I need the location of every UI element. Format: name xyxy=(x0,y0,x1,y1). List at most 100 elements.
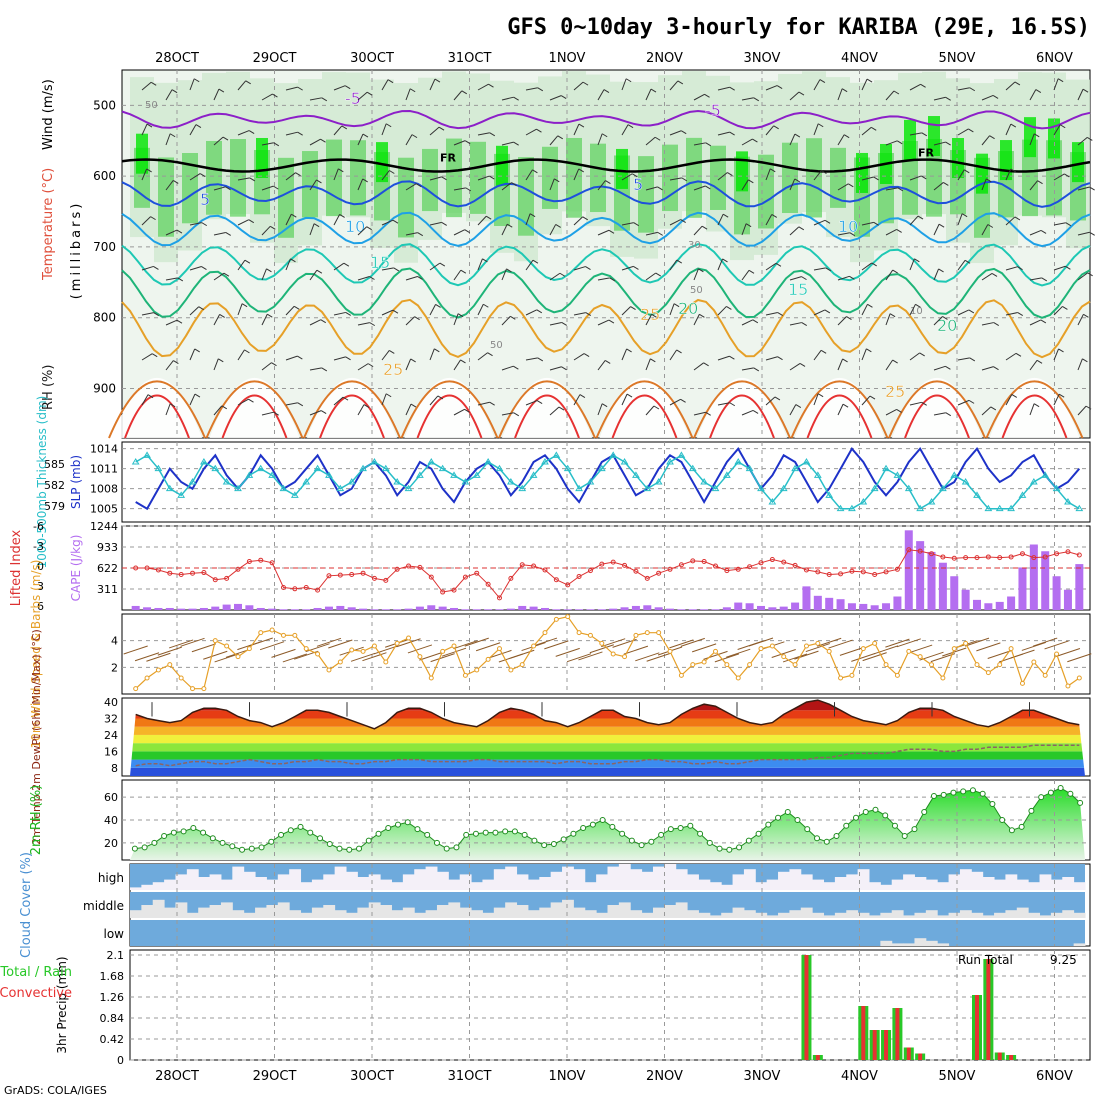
wind-barb-flag xyxy=(897,187,904,192)
wind-barb xyxy=(525,213,531,226)
cape-bar xyxy=(575,609,584,610)
thickness-marker xyxy=(234,484,242,492)
wind-barb xyxy=(141,312,154,316)
thickness-marker xyxy=(984,504,993,512)
precip-tick-label: 0.84 xyxy=(100,1012,125,1025)
precip-tick-label: 2.1 xyxy=(107,949,125,962)
lifted-index-marker xyxy=(440,589,446,595)
thickness-marker xyxy=(575,484,583,492)
wind-speed-marker xyxy=(985,670,991,676)
rh-shade-dark xyxy=(136,133,148,174)
rh-marker xyxy=(687,822,694,829)
rh-marker xyxy=(268,838,275,845)
cloud-bar-middle xyxy=(414,912,427,918)
cloud-bar-high xyxy=(255,877,267,890)
wind-barb xyxy=(669,303,675,316)
precip-tick-label: 0.42 xyxy=(100,1033,125,1046)
top-date-label: 29OCT xyxy=(253,51,297,66)
cloud-bar-middle xyxy=(732,907,745,918)
wind-barb xyxy=(189,306,200,316)
wind-barb-flag xyxy=(345,312,351,316)
wind-barb xyxy=(957,128,969,136)
cloud-bar-middle xyxy=(1005,910,1018,918)
thickness-marker xyxy=(404,484,413,492)
wind-barb-flag xyxy=(489,132,496,137)
cloud-bar-high xyxy=(186,869,199,890)
rh-shade-dark xyxy=(256,137,268,178)
wind-barb xyxy=(693,93,705,101)
wind-barb-flag xyxy=(559,272,566,277)
wind-barb xyxy=(549,366,562,371)
wind-barb xyxy=(1029,89,1037,101)
run-total-value: 9.25 xyxy=(1050,953,1077,967)
cloud-bar-middle xyxy=(823,915,836,918)
rh-marker xyxy=(794,817,801,823)
wind-speed-marker xyxy=(690,662,696,668)
rh-marker xyxy=(1038,794,1045,801)
lifted-index-marker xyxy=(235,566,241,572)
wind-speed-marker xyxy=(258,630,264,636)
wind-speed-marker xyxy=(929,662,935,668)
wind-barb xyxy=(453,229,465,236)
cloud-bar-middle xyxy=(243,912,256,918)
wind-barb-flag xyxy=(435,303,441,308)
wind-barb-flag xyxy=(1033,403,1040,408)
wind-barb-flag xyxy=(1014,216,1021,221)
lifted-index-marker xyxy=(406,563,412,569)
thickness-marker xyxy=(200,458,208,465)
wind-barb-flag xyxy=(579,394,586,398)
wind-barb-flag xyxy=(1017,312,1024,316)
wind-barb-flag xyxy=(248,398,254,403)
wind-speed-marker xyxy=(906,648,912,654)
rh-shade-mid xyxy=(758,154,774,229)
cloud-bar-high xyxy=(789,869,802,890)
wind-barb-flag xyxy=(555,224,561,228)
cloud-bar-middle xyxy=(868,915,881,918)
cape-bar xyxy=(529,606,538,610)
precip-convective-bar xyxy=(974,995,979,1060)
isotherm-label: 15 xyxy=(788,280,808,299)
wind-barb xyxy=(1044,640,1069,650)
wind-barb-flag xyxy=(729,402,736,407)
wind-barb-flag xyxy=(558,406,565,411)
rh-shade-mid xyxy=(638,156,654,233)
precip-panel: 2.11.681.260.840.420 xyxy=(100,949,1091,1067)
wind-barb xyxy=(909,352,920,361)
wind-barb-flag xyxy=(293,305,300,310)
wind-speed-marker xyxy=(440,648,446,654)
cape-bar xyxy=(222,604,231,610)
wind-barb xyxy=(381,350,390,361)
wind-barb-flag xyxy=(701,225,708,230)
wind-barb xyxy=(169,639,194,649)
thickness-marker xyxy=(995,504,1004,512)
wind-barb-flag xyxy=(1014,81,1021,86)
wind-barb-flag xyxy=(513,365,519,370)
wind-barb-flag xyxy=(362,178,368,183)
rh-marker xyxy=(502,828,509,835)
thickness-marker xyxy=(290,491,299,498)
lifted-index-marker xyxy=(201,570,207,576)
cloud-bar-high xyxy=(982,877,995,890)
cape-bar xyxy=(143,607,152,610)
cloud-bar-low xyxy=(925,940,938,946)
wind-barb xyxy=(669,219,681,226)
lifted-index-marker xyxy=(167,570,173,576)
wind-barb-flag xyxy=(194,348,200,353)
wind-barb-flag xyxy=(582,216,589,221)
cloud-bar-high xyxy=(1016,879,1029,890)
cloud-bar-low xyxy=(903,943,915,946)
cloud-bar-high xyxy=(1005,874,1018,890)
thickness-marker xyxy=(518,484,527,492)
wind-barb xyxy=(525,357,538,361)
wind-speed-marker xyxy=(644,630,650,636)
cape-bar xyxy=(1052,576,1061,610)
wind-barb xyxy=(525,259,534,271)
wind-barb xyxy=(981,135,990,146)
wind-barb-flag xyxy=(389,350,395,354)
wind-barb xyxy=(813,350,822,361)
wind-barb xyxy=(285,172,296,181)
rh-marker xyxy=(960,788,967,795)
rh-shade-mid xyxy=(830,147,846,208)
wind-barb xyxy=(789,322,802,326)
wind-barb-flag xyxy=(848,183,854,188)
